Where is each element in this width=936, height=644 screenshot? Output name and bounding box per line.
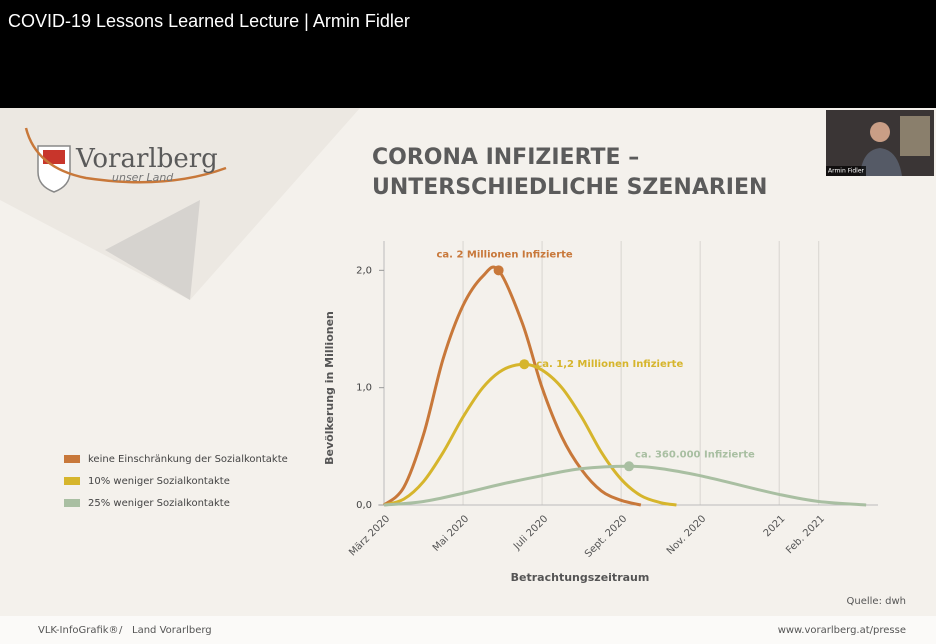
logo-tagline: unser Land [112,171,174,184]
x-axis-label: Betrachtungszeitraum [511,571,650,584]
logo-swoosh [24,127,227,184]
slide-shape [0,108,360,300]
slide-title: UNTERSCHIEDLICHE SZENARIEN [372,175,767,200]
legend-swatch [64,455,80,463]
legend-label: 25% weniger Sozialkontakte [88,498,230,509]
video-header [0,0,936,108]
logo-flag [43,150,65,164]
peak-marker [519,359,530,370]
slide-footer [0,616,936,644]
legend-swatch [64,477,80,485]
legend-label: 10% weniger Sozialkontakte [88,476,230,487]
slide-shape [105,200,200,300]
line [383,265,642,507]
video-title: COVID-19 Lessons Learned Lecture | Armin… [8,11,410,31]
legend-label: keine Einschränkung der Sozialkontakte [88,454,288,465]
annotation: ca. 2 Millionen Infizierte [436,249,572,260]
y-tick-label: 0,0 [356,500,372,511]
webcam-person [870,122,890,142]
footer-middle: Land Vorarlberg [132,625,212,636]
webcam-label: Armin Fidler [828,168,865,175]
footer-left: VLK-InfoGrafik® [38,625,119,636]
webcam-background [900,116,930,156]
footer-right: www.vorarlberg.at/presse [778,625,906,636]
webcam-person [860,148,902,176]
y-axis-label: Bevölkerung in Millionen [323,311,336,465]
footer-separator: / [119,625,123,636]
peak-marker [624,461,635,472]
peak-marker [493,265,504,276]
legend-swatch [64,499,80,507]
slide-title: CORONA INFIZIERTE – [372,145,639,170]
source: Quelle: dwh [847,596,906,607]
line [383,362,677,507]
logo-name: Vorarlberg [75,144,218,174]
annotation: ca. 360.000 Infizierte [635,449,755,460]
y-tick-label: 2,0 [356,265,372,276]
annotation: ca. 1,2 Millionen Infizierte [536,359,683,370]
y-tick-label: 1,0 [356,383,372,394]
webcam-label-bg [826,166,866,176]
